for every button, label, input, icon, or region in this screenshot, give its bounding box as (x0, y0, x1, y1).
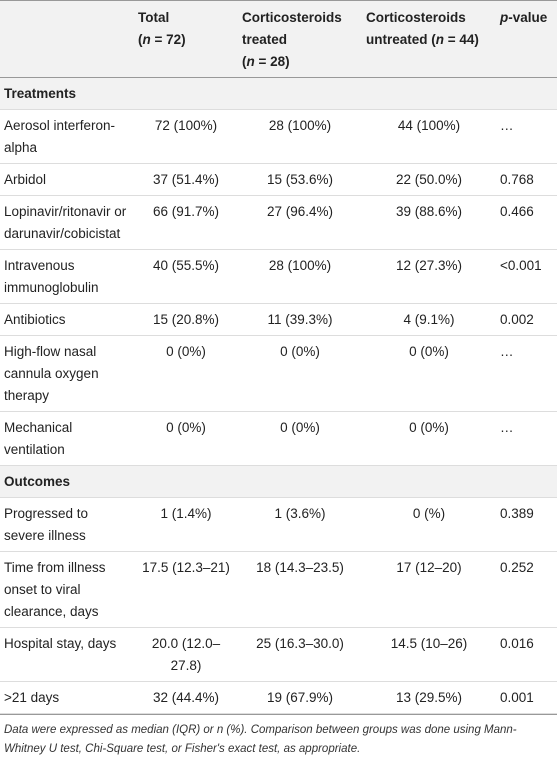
cell: 12 (27.3%) (362, 249, 496, 304)
cell: 0 (0%) (134, 335, 238, 412)
header-text: n (246, 54, 255, 69)
row-label: Hospital stay, days (0, 627, 134, 682)
cell: 0 (0%) (238, 411, 362, 466)
cell: 37 (51.4%) (134, 163, 238, 196)
footnote: Data were expressed as median (IQR) or n… (0, 714, 557, 759)
cell: 0 (%) (362, 497, 496, 552)
cell: 44 (100%) (362, 109, 496, 164)
header-text: n (435, 32, 445, 47)
header-text: = 28) (254, 54, 290, 69)
cell: 0.001 (496, 681, 557, 714)
data-row: Time from illness onset to viral clearan… (0, 551, 557, 628)
cell: 15 (53.6%) (238, 163, 362, 196)
section-row: Outcomes (0, 465, 557, 498)
header-text: -value (508, 10, 548, 25)
cell: 11 (39.3%) (238, 303, 362, 336)
cell: 0.466 (496, 195, 557, 250)
cell: 39 (88.6%) (362, 195, 496, 250)
cell: 28 (100%) (238, 109, 362, 164)
cell: 72 (100%) (134, 109, 238, 164)
header-cell: p-value (496, 1, 557, 78)
section-row: Treatments (0, 77, 557, 110)
data-row: Progressed to severe illness 1 (1.4%) 1 (3… (0, 497, 557, 552)
table-header: Total (n = 72) Corticosteroids treated (n =… (0, 0, 557, 78)
cell: 22 (50.0%) (362, 163, 496, 196)
cell: 14.5 (10–26) (362, 627, 496, 682)
cell: 20.0 (12.0–27.8) (134, 627, 238, 682)
data-row: Hospital stay, days 20.0 (12.0–27.8) 25 (1… (0, 627, 557, 682)
data-row: Mechanical ventilation 0 (0%) 0 (0%) 0 (0%)… (0, 411, 557, 466)
cell: 1 (1.4%) (134, 497, 238, 552)
cell: 0 (0%) (362, 335, 496, 412)
header-cell: Total (n = 72) (134, 1, 238, 78)
data-row: High-flow nasal cannula oxygen therapy 0 … (0, 335, 557, 412)
header-text: Corticosteroids untreated ( (366, 10, 466, 47)
table-body: Treatments Aerosol interferon-alpha 72 (10… (0, 77, 557, 714)
section-title: Treatments (0, 77, 557, 110)
cell: 40 (55.5%) (134, 249, 238, 304)
cell: 25 (16.3–30.0) (238, 627, 362, 682)
row-label: Time from illness onset to viral clearan… (0, 551, 134, 628)
cell: 0 (0%) (134, 411, 238, 466)
header-text: ( (138, 32, 143, 47)
cell: 18 (14.3–23.5) (238, 551, 362, 628)
header-text: p (500, 10, 509, 25)
header-text: = 72) (150, 32, 186, 47)
cell: 28 (100%) (238, 249, 362, 304)
cell: <0.001 (496, 249, 557, 304)
row-label: High-flow nasal cannula oxygen therapy (0, 335, 134, 412)
cell: 15 (20.8%) (134, 303, 238, 336)
cell: 13 (29.5%) (362, 681, 496, 714)
row-label: Aerosol interferon-alpha (0, 109, 134, 164)
cell: … (496, 109, 557, 164)
cell: 0 (0%) (238, 335, 362, 412)
row-label: >21 days (0, 681, 134, 714)
header-text: = 44) (444, 32, 479, 47)
cell: 27 (96.4%) (238, 195, 362, 250)
cell: 0.252 (496, 551, 557, 628)
cell: 17.5 (12.3–21) (134, 551, 238, 628)
data-row: Arbidol 37 (51.4%) 15 (53.6%) 22 (50.0%) 0.7… (0, 163, 557, 196)
cell: 1 (3.6%) (238, 497, 362, 552)
row-label: Mechanical ventilation (0, 411, 134, 466)
cell: 0.768 (496, 163, 557, 196)
header-row: Total (n = 72) Corticosteroids treated (n =… (0, 0, 557, 78)
cell: 0.389 (496, 497, 557, 552)
cell: 19 (67.9%) (238, 681, 362, 714)
section-title: Outcomes (0, 465, 557, 498)
cell: … (496, 411, 557, 466)
cell: 66 (91.7%) (134, 195, 238, 250)
row-label: Progressed to severe illness (0, 497, 134, 552)
row-label: Arbidol (0, 163, 134, 196)
row-label: Intravenous immunoglobulin (0, 249, 134, 304)
cell: 32 (44.4%) (134, 681, 238, 714)
cell: 0.016 (496, 627, 557, 682)
data-row: >21 days 32 (44.4%) 19 (67.9%) 13 (29.5%) 0.… (0, 681, 557, 714)
header-text: n (142, 32, 151, 47)
data-row: Antibiotics 15 (20.8%) 11 (39.3%) 4 (9.1%) 0… (0, 303, 557, 336)
header-cell: Corticosteroids untreated (n = 44) (362, 1, 496, 78)
data-row: Lopinavir/ritonavir or darunavir/cobicis… (0, 195, 557, 250)
header-cell: Corticosteroids treated (n = 28) (238, 1, 362, 78)
data-row: Intravenous immunoglobulin 40 (55.5%) 28 (… (0, 249, 557, 304)
cell: 0.002 (496, 303, 557, 336)
header-cell (0, 1, 134, 78)
data-row: Aerosol interferon-alpha 72 (100%) 28 (100… (0, 109, 557, 164)
row-label: Antibiotics (0, 303, 134, 336)
data-table: Total (n = 72) Corticosteroids treated (n =… (0, 0, 557, 714)
cell: 0 (0%) (362, 411, 496, 466)
header-text: Corticosteroids treated (242, 10, 342, 47)
row-label: Lopinavir/ritonavir or darunavir/cobicis… (0, 195, 134, 250)
header-text: ( (242, 54, 247, 69)
cell: 17 (12–20) (362, 551, 496, 628)
cell: … (496, 335, 557, 412)
header-text: Total (138, 10, 170, 25)
cell: 4 (9.1%) (362, 303, 496, 336)
